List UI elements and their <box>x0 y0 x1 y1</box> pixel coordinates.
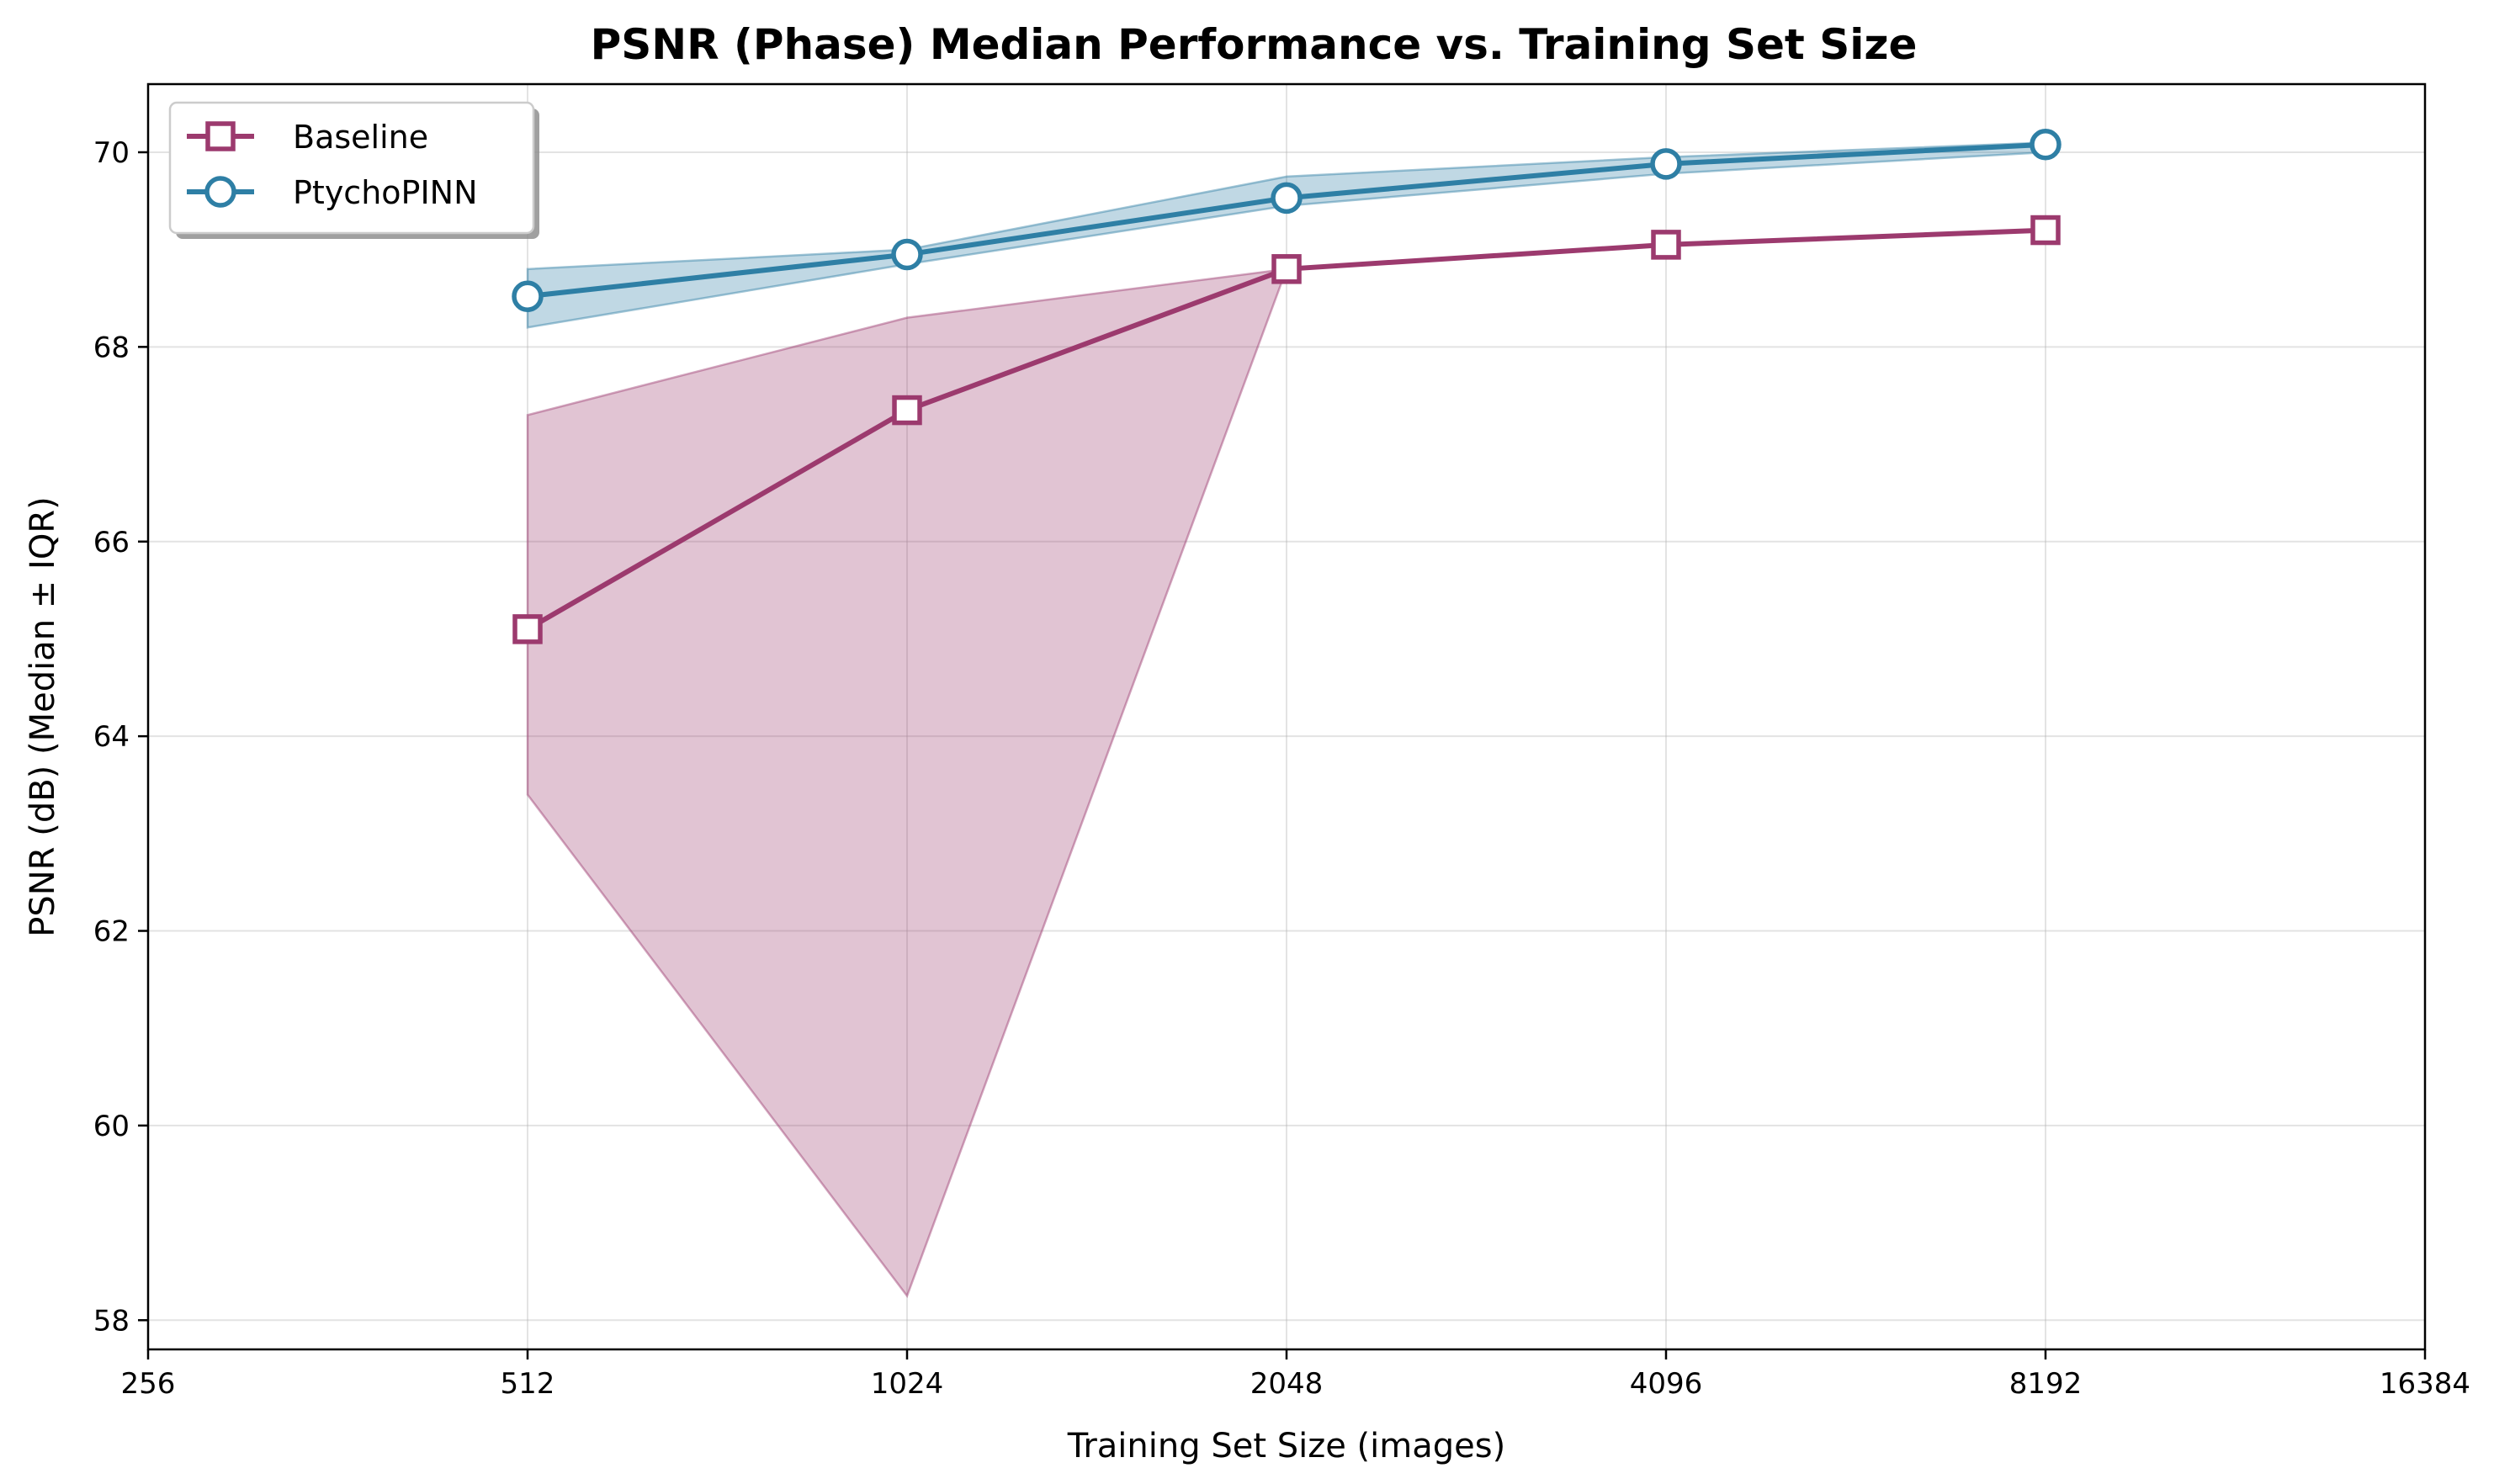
chart-title: PSNR (Phase) Median Performance vs. Trai… <box>591 20 1918 69</box>
y-tick-label: 58 <box>93 1304 130 1338</box>
x-tick-label: 1024 <box>871 1367 944 1401</box>
legend-label-baseline: Baseline <box>293 119 428 156</box>
x-tick-label: 256 <box>121 1367 176 1401</box>
y-tick-label: 68 <box>93 331 130 364</box>
legend: Baseline PtychoPINN <box>168 101 539 239</box>
legend-box <box>168 101 535 235</box>
x-axis-label: Training Set Size (images) <box>1067 1427 1505 1465</box>
y-tick-label: 70 <box>93 136 130 170</box>
ptychopinn-point <box>1271 182 1303 215</box>
ptychopinn-point <box>891 238 923 271</box>
ptychopinn-point <box>1650 148 1682 180</box>
y-axis-label: PSNR (dB) (Median ± IQR) <box>24 496 62 936</box>
ptychopinn-point <box>512 280 544 312</box>
legend-marker-ptychopinn <box>204 176 236 208</box>
baseline-point <box>892 395 922 426</box>
ptychopinn-point <box>2030 128 2062 161</box>
x-tick-label: 8192 <box>2009 1367 2083 1401</box>
baseline-point <box>2030 215 2061 246</box>
x-tick-label: 4096 <box>1630 1367 1703 1401</box>
series-markers <box>512 128 2062 644</box>
axis-ticks: 256 512 1024 2048 4096 8192 16384 58 60 62 64 66 68 7… <box>93 136 2470 1401</box>
x-tick-label: 16384 <box>2380 1367 2470 1401</box>
baseline-point <box>1651 230 1681 260</box>
iqr-bands <box>526 141 2047 1298</box>
baseline-point <box>1271 254 1302 284</box>
x-tick-label: 2048 <box>1250 1367 1324 1401</box>
y-tick-label: 66 <box>93 526 130 559</box>
baseline-point <box>512 614 543 644</box>
y-tick-label: 60 <box>93 1110 130 1143</box>
legend-marker-baseline <box>205 121 236 151</box>
y-tick-label: 64 <box>93 720 130 754</box>
y-tick-label: 62 <box>93 915 130 949</box>
x-tick-label: 512 <box>501 1367 555 1401</box>
legend-label-ptychopinn: PtychoPINN <box>293 174 478 211</box>
baseline-iqr-band <box>526 268 1288 1298</box>
